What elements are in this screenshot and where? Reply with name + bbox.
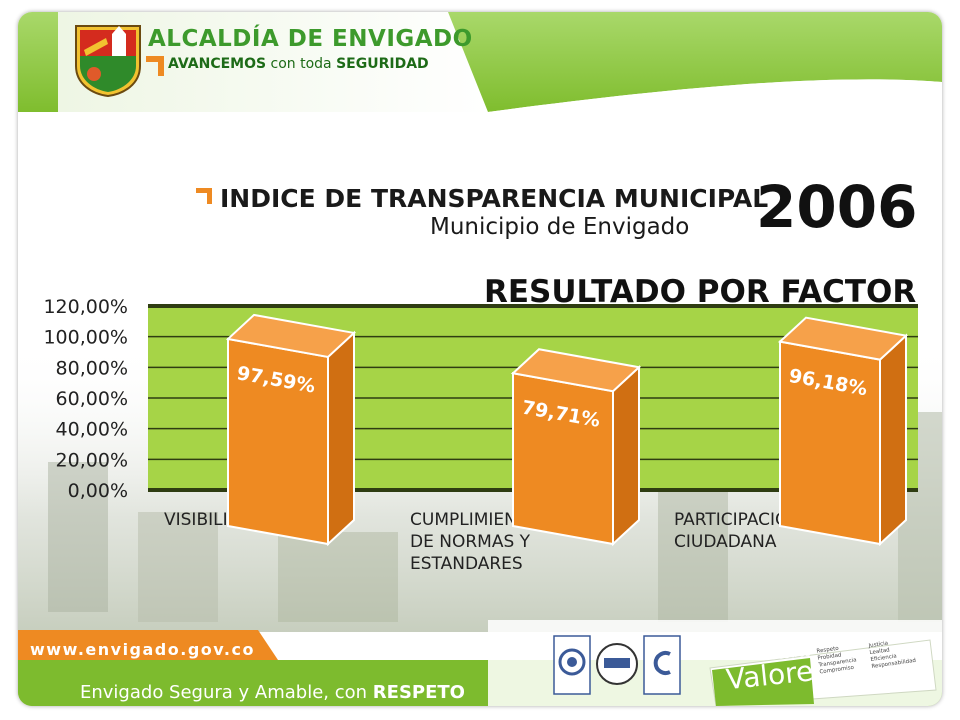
footer-url-link[interactable]: www.envigado.gov.co [30, 640, 255, 659]
icontec-ntc-gp-icon [643, 635, 681, 695]
footer-banner: www.envigado.gov.co Envigado Segura y Am… [18, 620, 942, 706]
bar-top [510, 348, 642, 393]
x-category-label: CIUDADANA [674, 532, 777, 552]
certifications [553, 635, 681, 695]
values-badge [709, 639, 937, 706]
footer-slogan: Envigado Segura y Amable, con RESPETO [80, 682, 465, 703]
tagline-prefix: AVANCEMOS [168, 56, 267, 72]
tagline-mid: con toda [266, 56, 337, 72]
y-tick-label: 60,00% [56, 388, 128, 410]
y-tick-label: 120,00% [43, 296, 128, 318]
coat-of-arms-icon [75, 25, 141, 98]
header-background [18, 12, 942, 112]
y-tick-label: 80,00% [56, 357, 128, 379]
bar-top [777, 316, 909, 361]
x-category-label: DE NORMAS Y [410, 532, 531, 552]
y-tick-label: 40,00% [56, 419, 128, 441]
values-list-a: Respeto Probidad Transparencia Compromis… [816, 643, 858, 676]
x-category-label: ESTANDARES [410, 554, 523, 574]
header-banner: ALCALDÍA DE ENVIGADO AVANCEMOS con toda … [18, 12, 942, 112]
bar-side [327, 330, 355, 547]
slogan-bold: RESPETO [372, 682, 465, 703]
bar-chart: 0,00% 20,00% 40,00% 60,00% 80,00% 100,00% 120,… [43, 296, 918, 574]
orange-arrow-icon [146, 56, 164, 76]
y-tick-label: 0,00% [68, 480, 128, 502]
icontec-iso-9001-icon [553, 635, 591, 695]
bar-side [879, 333, 907, 547]
page-title: INDICE DE TRANSPARENCIA MUNICIPAL [220, 184, 769, 213]
title-year: 2006 [756, 173, 918, 241]
page-subtitle: Municipio de Envigado [430, 214, 690, 240]
tagline: AVANCEMOS con toda SEGURIDAD [168, 56, 429, 72]
iqnet-icon [596, 643, 638, 685]
tagline-suffix: SEGURIDAD [336, 56, 429, 72]
org-name: ALCALDÍA DE ENVIGADO [148, 26, 473, 52]
bar-top [225, 313, 357, 359]
y-tick-label: 20,00% [56, 449, 128, 471]
slogan-prefix: Envigado Segura y Amable, con [80, 682, 373, 703]
x-category-label: CUMPLIMIENTO [410, 510, 541, 530]
title-arrow-icon [196, 188, 212, 204]
slide: ALCALDÍA DE ENVIGADO AVANCEMOS con toda … [18, 12, 942, 706]
x-category-label: PARTICIPACIÓN [674, 508, 801, 530]
bar-side [612, 364, 640, 547]
y-tick-label: 100,00% [43, 327, 128, 349]
